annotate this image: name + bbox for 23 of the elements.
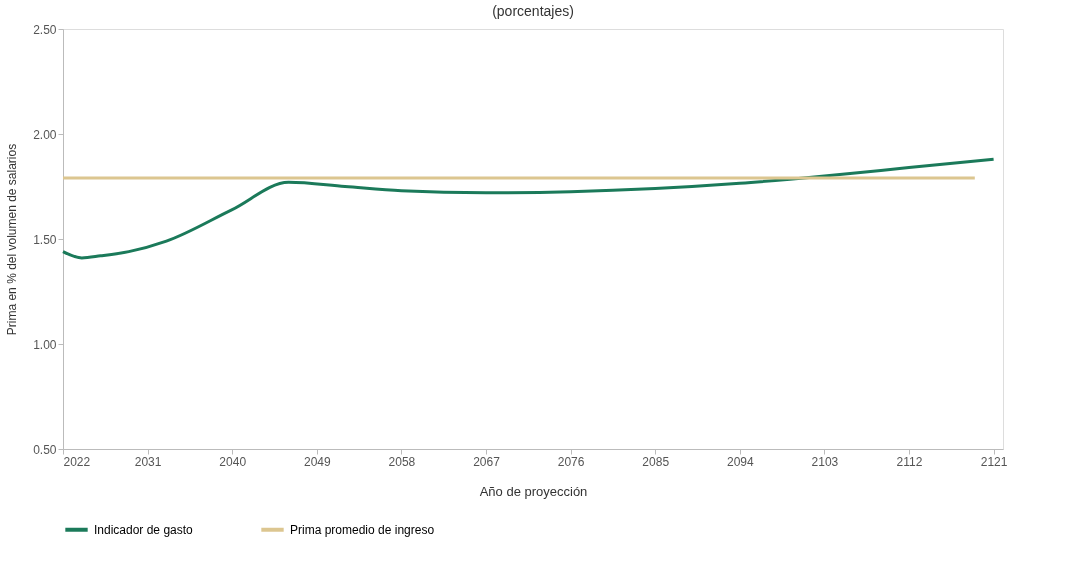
x-tick-label: 2085 xyxy=(642,454,670,469)
y-tick-label: 1.00 xyxy=(33,337,57,352)
x-axis-title: Año de proyección xyxy=(479,483,588,499)
x-tick-label: 2076 xyxy=(557,454,585,469)
x-tick-label: 2067 xyxy=(473,454,501,469)
x-tick-label: 2022 xyxy=(63,454,91,469)
x-tick-label: 2103 xyxy=(811,454,839,469)
y-tick-label: 0.50 xyxy=(33,442,57,457)
y-axis-title: Prima en % del volumen de salarios xyxy=(5,143,20,336)
legend-label: Indicador de gasto xyxy=(94,522,194,537)
legend-label: Prima promedio de ingreso xyxy=(290,522,435,537)
x-tick-label: 2058 xyxy=(388,454,416,469)
x-tick-label: 2112 xyxy=(896,454,923,469)
x-tick-label: 2094 xyxy=(726,454,754,469)
chart-title: (porcentajes) xyxy=(492,3,574,19)
x-tick-label: 2121 xyxy=(980,454,1008,469)
line-series xyxy=(61,157,996,260)
x-tick-label: 2031 xyxy=(134,454,162,469)
y-tick-label: 2.00 xyxy=(33,127,57,142)
y-tick-label: 2.50 xyxy=(33,22,57,37)
y-tick-label: 1.50 xyxy=(33,232,57,247)
x-tick-label: 2040 xyxy=(219,454,247,469)
x-tick-label: 2049 xyxy=(303,454,331,469)
